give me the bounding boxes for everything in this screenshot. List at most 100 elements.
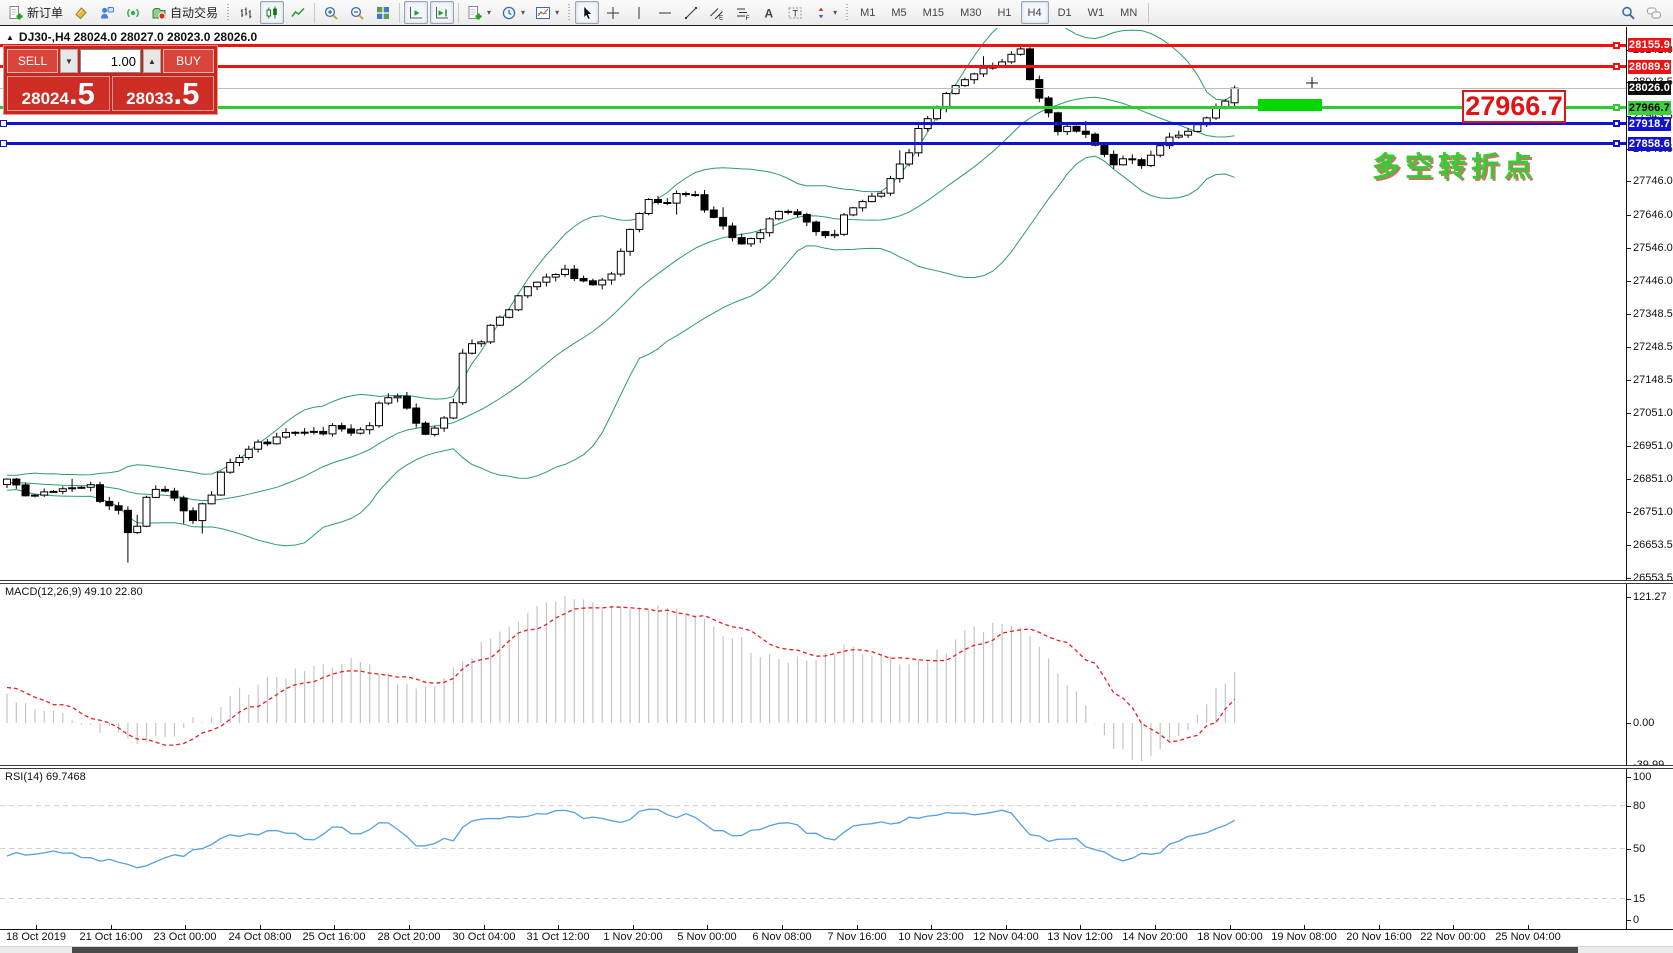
candle-bull — [514, 295, 523, 311]
chevron-down-icon[interactable]: ▾ — [833, 8, 838, 17]
auto-scroll-button[interactable] — [404, 1, 429, 24]
candle-bear — [1091, 133, 1100, 146]
chinese-annotation[interactable]: 多空转折点 — [1372, 151, 1538, 182]
candle-bull — [635, 213, 644, 230]
macd-tick — [1626, 597, 1631, 598]
candle-bull — [774, 210, 783, 220]
price-callout-box[interactable]: 27966.7 — [1462, 90, 1566, 123]
timeframe-m30-button[interactable]: M30 — [960, 6, 982, 19]
channel-button[interactable]: E — [705, 1, 729, 24]
level-line-marker[interactable] — [1613, 63, 1620, 70]
cursor-button[interactable] — [575, 1, 600, 24]
timeframe-h4-button[interactable]: H4 — [1020, 1, 1049, 24]
indicators-button[interactable]: ▾ — [531, 1, 563, 24]
collapse-panel-arrow[interactable]: ▲ — [6, 32, 14, 42]
volume-up-button[interactable]: ▲ — [143, 49, 161, 73]
toolbar-grip[interactable] — [226, 3, 231, 22]
timeframe-m1-button[interactable]: M1 — [860, 6, 876, 19]
timeframe-m5-button[interactable]: M5 — [891, 6, 907, 19]
candlestick-button[interactable] — [260, 1, 285, 24]
chevron-down-icon[interactable]: ▾ — [487, 8, 492, 17]
level-line-marker[interactable] — [1613, 104, 1620, 111]
new-order-button[interactable]: 新订单 — [4, 1, 67, 24]
level-line[interactable] — [0, 88, 1626, 89]
toolbar-separator — [1148, 2, 1150, 23]
svg-text:E: E — [719, 14, 724, 21]
macd-label: MACD(12,26,9) 49.10 22.80 — [5, 586, 143, 598]
macd-pane-separator[interactable] — [0, 580, 1673, 584]
level-line[interactable] — [0, 44, 1626, 47]
zoom-out-button[interactable] — [345, 1, 369, 24]
timeframe-d1-button[interactable]: D1 — [1057, 6, 1072, 19]
new-chart-button[interactable]: ▾ — [463, 1, 495, 24]
chevron-down-icon[interactable]: ▾ — [521, 8, 526, 17]
level-line-handle[interactable] — [0, 140, 7, 147]
fibonacci-button[interactable]: F — [731, 1, 755, 24]
toolbar-grip[interactable] — [567, 3, 572, 22]
chat-button[interactable] — [1642, 1, 1666, 24]
time-label: 24 Oct 08:00 — [228, 931, 292, 943]
time-label: 19 Nov 08:00 — [1271, 931, 1337, 943]
level-line-handle[interactable] — [0, 120, 7, 127]
profiles-button[interactable]: ▾ — [497, 1, 529, 24]
text-button[interactable]: A — [757, 1, 781, 24]
level-line-marker[interactable] — [1613, 120, 1620, 127]
line-chart-icon — [290, 5, 306, 21]
candle-bear — [337, 425, 346, 430]
rsi-line — [6, 808, 1235, 869]
sell-button[interactable]: SELL — [7, 49, 58, 73]
price-tick — [1626, 446, 1631, 447]
buy-price-int: 28033 — [126, 89, 174, 108]
horizontal-scrollbar[interactable] — [0, 946, 1673, 953]
community-button[interactable] — [95, 1, 119, 24]
rsi-pane-separator[interactable] — [0, 765, 1673, 769]
autotrading-button[interactable]: 自动交易 — [147, 1, 222, 24]
signals-button[interactable] — [121, 1, 145, 24]
chat-user-icon — [99, 5, 115, 21]
chart-shift-button[interactable] — [430, 1, 455, 24]
level-line[interactable] — [0, 142, 1626, 145]
zoom-in-button[interactable] — [319, 1, 343, 24]
candle-bear — [421, 422, 430, 435]
bar-chart-icon — [238, 5, 254, 21]
time-label: 18 Nov 00:00 — [1197, 931, 1263, 943]
chart-canvas[interactable] — [0, 27, 1673, 953]
trendline-button[interactable] — [679, 1, 703, 24]
time-tick — [36, 925, 37, 930]
line-chart-button[interactable] — [286, 1, 310, 24]
scrollbar-thumb[interactable] — [72, 947, 1578, 953]
toolbar-grip[interactable] — [845, 3, 850, 22]
chevron-down-icon[interactable]: ▾ — [555, 8, 560, 17]
level-line[interactable] — [0, 106, 1626, 109]
level-line[interactable] — [0, 122, 1626, 125]
candle-bull — [1165, 136, 1174, 147]
candle-bear — [784, 210, 793, 213]
arrows-button[interactable]: ▾ — [809, 1, 841, 24]
hline-button[interactable] — [653, 1, 677, 24]
chart-area[interactable]: ▲ DJ30-,H4 28024.0 28027.0 28023.0 28026… — [0, 27, 1673, 953]
timeframe-h1-button[interactable]: H1 — [997, 6, 1012, 19]
sell-price[interactable]: 28024 .5 — [7, 76, 110, 111]
vline-button[interactable] — [627, 1, 651, 24]
level-line-marker[interactable] — [1613, 42, 1620, 49]
bar-chart-button[interactable] — [234, 1, 258, 24]
time-tick — [857, 925, 858, 930]
level-line[interactable] — [0, 65, 1626, 68]
crosshair-button[interactable] — [601, 1, 625, 24]
volume-down-button[interactable]: ▼ — [60, 49, 78, 73]
candle-bull — [77, 486, 86, 489]
tile-windows-button[interactable] — [371, 1, 395, 24]
level-line-marker[interactable] — [1613, 140, 1620, 147]
highlight-rectangle[interactable] — [1258, 99, 1322, 111]
timeframe-w1-button[interactable]: W1 — [1087, 6, 1105, 19]
editor-button[interactable] — [69, 1, 93, 24]
search-button[interactable] — [1616, 1, 1640, 24]
timeframe-mn-button[interactable]: MN — [1120, 6, 1138, 19]
label-button[interactable]: T — [783, 1, 807, 24]
buy-button[interactable]: BUY — [163, 49, 214, 73]
buy-price[interactable]: 28033 .5 — [111, 76, 214, 111]
candle-bull — [858, 201, 867, 209]
timeframe-m15-button[interactable]: M15 — [922, 6, 945, 19]
volume-input[interactable] — [80, 49, 141, 73]
candle-bull — [960, 79, 969, 87]
